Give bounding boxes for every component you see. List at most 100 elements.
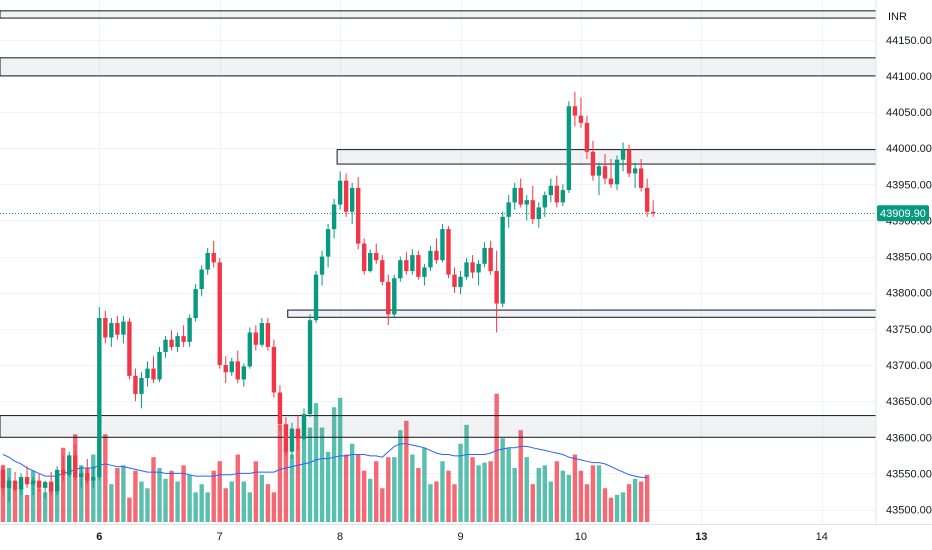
candle xyxy=(18,473,24,496)
volume-bar xyxy=(578,470,584,522)
volume-bar xyxy=(241,481,246,522)
candle xyxy=(644,178,650,217)
volume-bar xyxy=(235,454,240,522)
price-zone xyxy=(336,149,877,165)
candle xyxy=(73,444,78,481)
candle-body xyxy=(404,260,409,272)
candle xyxy=(36,473,42,492)
candle xyxy=(109,318,114,347)
x-tick-label: 9 xyxy=(457,531,463,543)
volume-bar xyxy=(355,454,361,522)
candle xyxy=(223,356,228,384)
volume-bar xyxy=(608,497,614,522)
candle xyxy=(518,178,523,208)
candle xyxy=(289,422,295,459)
volume-bar xyxy=(175,481,180,522)
volume-bar xyxy=(12,488,18,522)
candle-body xyxy=(362,243,367,272)
candle xyxy=(530,185,535,225)
price-zone xyxy=(287,309,877,318)
volume-bar xyxy=(614,495,620,522)
x-tick-label: 13 xyxy=(695,531,707,543)
volume-bar xyxy=(584,484,590,522)
volume-bar xyxy=(337,397,343,522)
candle-body xyxy=(85,473,90,481)
candle-body xyxy=(374,252,379,261)
volume-bar xyxy=(265,484,271,522)
candle xyxy=(229,357,234,376)
candle-body xyxy=(446,229,451,275)
candle xyxy=(139,372,144,409)
volume-bar xyxy=(440,461,445,522)
candle-body xyxy=(265,323,271,347)
candle xyxy=(0,464,6,496)
candle xyxy=(464,258,469,280)
volume-bar xyxy=(572,454,578,522)
candle xyxy=(42,480,48,499)
volume-bar xyxy=(626,484,632,522)
candle-body xyxy=(434,250,439,261)
candle xyxy=(380,255,385,286)
candle-body xyxy=(6,480,12,488)
candle xyxy=(307,314,313,418)
volume-bar xyxy=(61,447,66,522)
candle-body xyxy=(470,262,475,273)
candle xyxy=(103,310,108,344)
volume-bar xyxy=(632,478,638,522)
volume-bar xyxy=(488,461,493,522)
volume-bar xyxy=(18,481,24,522)
candle xyxy=(157,346,162,383)
candle xyxy=(235,350,240,384)
candle-body xyxy=(416,255,421,277)
candle-body xyxy=(91,477,96,481)
candle-body xyxy=(163,339,168,352)
volume-bar xyxy=(139,481,144,522)
price-axis[interactable]: 44150.00 44100.00 44050.00 44000.00 43950.00… xyxy=(886,35,932,517)
volume-bar xyxy=(596,465,602,522)
candle-body xyxy=(572,106,578,116)
volume-bar xyxy=(48,481,54,522)
volume-bar xyxy=(295,430,301,522)
price-zone xyxy=(0,415,877,438)
volume-bar xyxy=(163,478,168,522)
candle-body xyxy=(133,375,138,394)
candle xyxy=(428,245,433,272)
candle xyxy=(265,318,271,351)
volume-bar xyxy=(482,462,487,522)
volume-bar xyxy=(151,457,156,522)
candle-body xyxy=(392,278,397,315)
candle-body xyxy=(602,166,608,179)
candle xyxy=(271,339,277,398)
candle-body xyxy=(211,252,216,263)
volume-bar xyxy=(301,438,307,522)
candle-body xyxy=(169,339,174,347)
volume-bar xyxy=(349,443,355,522)
candle xyxy=(386,274,391,326)
volume-bar xyxy=(253,461,259,522)
candle-body xyxy=(458,276,463,287)
candle xyxy=(24,466,30,488)
y-tick-label: 43600.00 xyxy=(886,432,932,444)
volume-bar xyxy=(536,468,541,522)
x-tick-label: 7 xyxy=(217,531,223,543)
volume-bar xyxy=(566,474,572,522)
candle xyxy=(392,274,397,319)
candle-body xyxy=(187,318,192,342)
candle xyxy=(482,242,487,268)
candle xyxy=(470,255,475,279)
candle xyxy=(434,238,439,264)
volume-bar xyxy=(169,470,174,522)
candle-body xyxy=(73,455,78,478)
time-axis[interactable]: 6 7 8 9 10 13 14 xyxy=(96,531,828,543)
volume-bar xyxy=(644,474,650,522)
candle-body xyxy=(253,332,259,345)
candle xyxy=(506,195,511,228)
candle-body xyxy=(632,168,638,174)
volume-bar xyxy=(24,495,30,522)
candle-body xyxy=(500,216,505,304)
y-tick-label: 43800.00 xyxy=(886,288,932,300)
volume-bar xyxy=(97,441,102,522)
candle xyxy=(301,408,307,441)
volume-bar xyxy=(211,470,216,522)
